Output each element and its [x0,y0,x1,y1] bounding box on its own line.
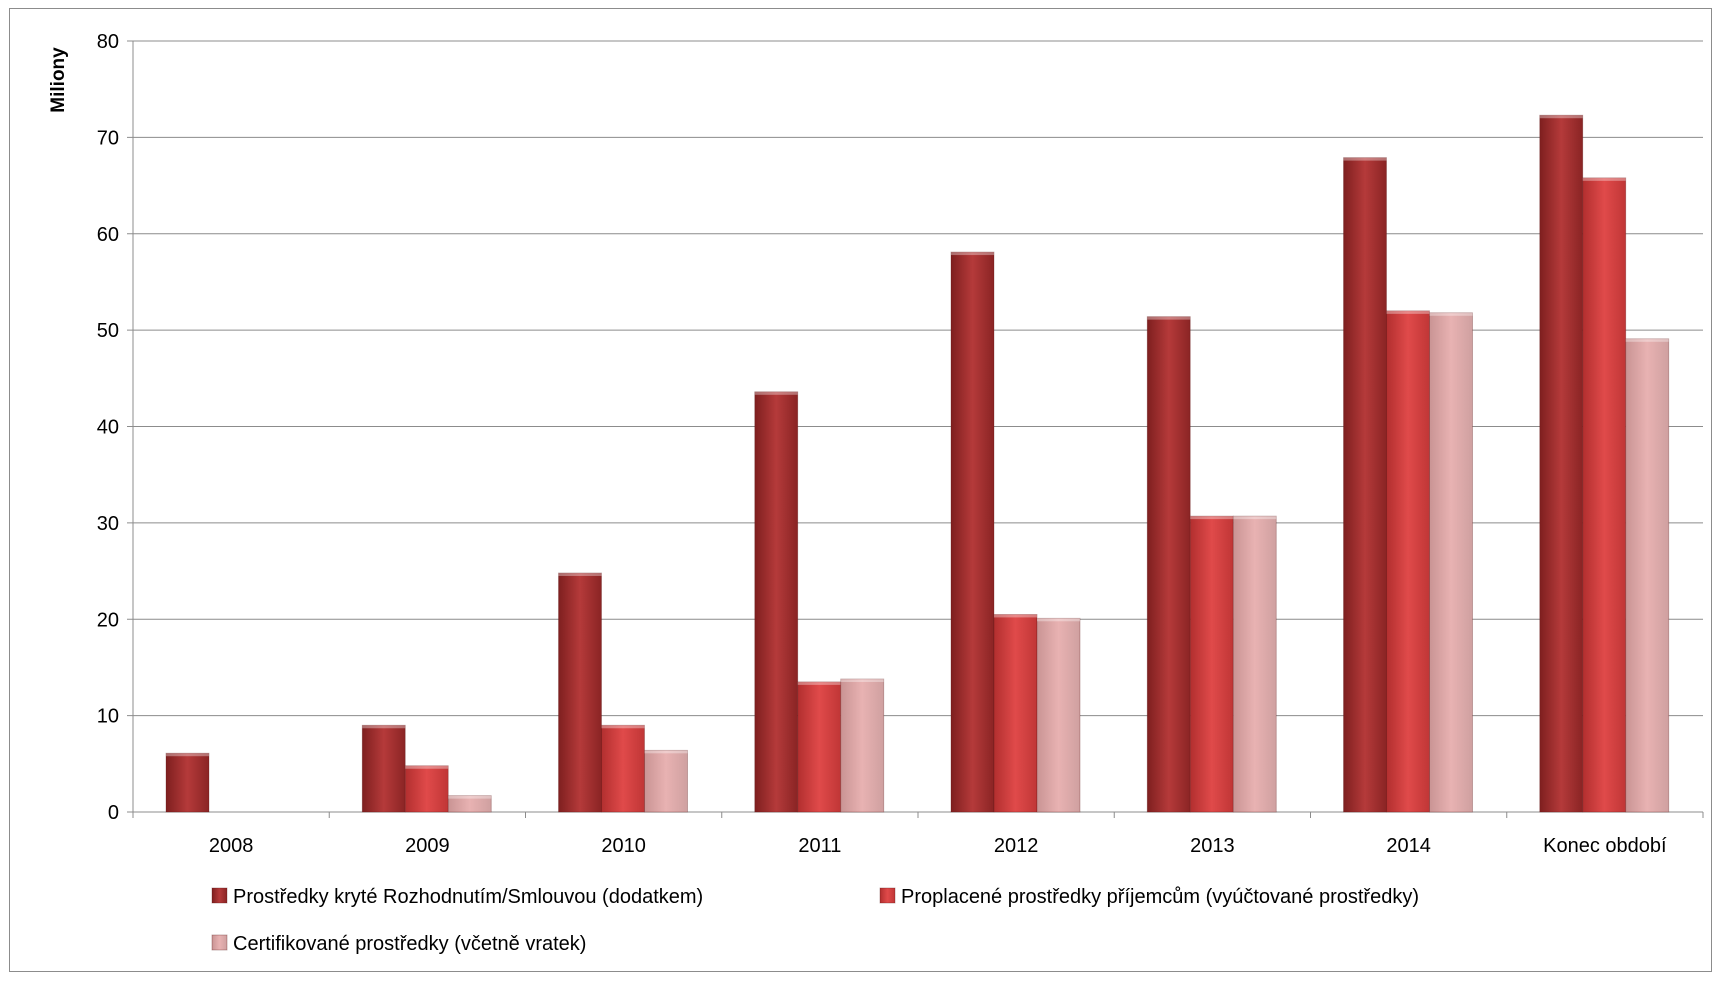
bar-2-2009 [447,795,492,813]
bar-0-2010 [558,572,602,813]
bars [165,114,1670,813]
bar-highlight [644,750,688,754]
y-tick-label: 30 [97,513,119,535]
bar-2-2012 [1036,617,1081,813]
legend-swatch [879,887,896,904]
bar-highlight [1539,115,1583,119]
bar-1-2012 [993,614,1038,813]
bar-2-konec-období [1625,338,1670,813]
bar-highlight [1190,516,1234,520]
y-tick-label: 70 [97,127,119,149]
bar-1-2014 [1386,310,1430,813]
y-tick-label: 20 [97,609,119,631]
bar-0-2014 [1343,157,1387,813]
x-tick-label: 2012 [994,835,1039,857]
legend-label: Prostředky kryté Rozhodnutím/Smlouvou (d… [233,886,703,908]
legend-label: Certifikované prostředky (včetně vratek) [233,933,586,955]
bar-highlight [1037,618,1080,622]
bar-highlight [166,753,209,757]
y-tick-label: 10 [97,706,119,728]
x-tick-label: 2014 [1386,835,1431,857]
bar-0-konec-období [1539,114,1584,813]
x-tick-label: 2009 [405,835,450,857]
bar-1-konec-období [1582,177,1627,813]
x-tick-label: 2008 [209,835,254,857]
bar-highlight [1343,157,1387,161]
legend: Prostředky kryté Rozhodnutím/Smlouvou (d… [211,886,1419,955]
bar-2-2013 [1232,515,1277,813]
bar-highlight [951,252,994,256]
y-axis-label: Miliony [48,47,69,113]
bar-0-2012 [950,251,995,813]
legend-label: Proplacené prostředky příjemcům (vyúčtov… [901,886,1419,908]
x-tick-label: 2011 [798,835,841,857]
bar-1-2010 [601,724,645,813]
bar-highlight [1233,516,1277,520]
y-tick-label: 80 [97,31,119,53]
legend-swatch [211,887,228,904]
y-tick-label: 50 [97,320,119,342]
bar-2-2014 [1429,312,1473,813]
bar-highlight [1386,310,1430,314]
x-tick-label: Konec období [1543,835,1667,857]
bar-highlight [1625,338,1669,342]
bar-highlight [1429,312,1473,316]
bar-0-2008 [165,752,210,813]
bar-0-2009 [361,724,406,813]
legend-swatch [211,934,228,951]
bar-highlight [558,572,602,576]
bar-0-2013 [1146,316,1191,813]
bar-highlight [754,391,798,395]
bar-highlight [362,725,406,729]
bar-highlight [1147,316,1191,320]
bar-2-2011 [840,678,885,813]
bar-1-2009 [404,765,449,813]
bar-highlight [405,765,449,769]
y-tick-label: 40 [97,417,119,439]
bar-highlight [1582,177,1626,181]
x-tick-label: 2013 [1190,835,1235,857]
bar-highlight [994,614,1037,618]
bar-highlight [797,681,841,685]
bar-1-2013 [1189,515,1234,813]
bar-highlight [840,679,884,683]
bar-1-2011 [797,681,842,813]
x-tick-label: 2010 [601,835,646,857]
bar-0-2011 [754,391,799,813]
y-tick-label: 0 [108,802,119,824]
bar-2-2010 [644,749,688,813]
bar-highlight [448,795,492,799]
bar-highlight [601,725,645,729]
axis-labels: 0 10 20 30 40 50 60 70 80 2008 2009 2010 2011 2012 201… [97,31,1667,857]
y-tick-label: 60 [97,224,119,246]
